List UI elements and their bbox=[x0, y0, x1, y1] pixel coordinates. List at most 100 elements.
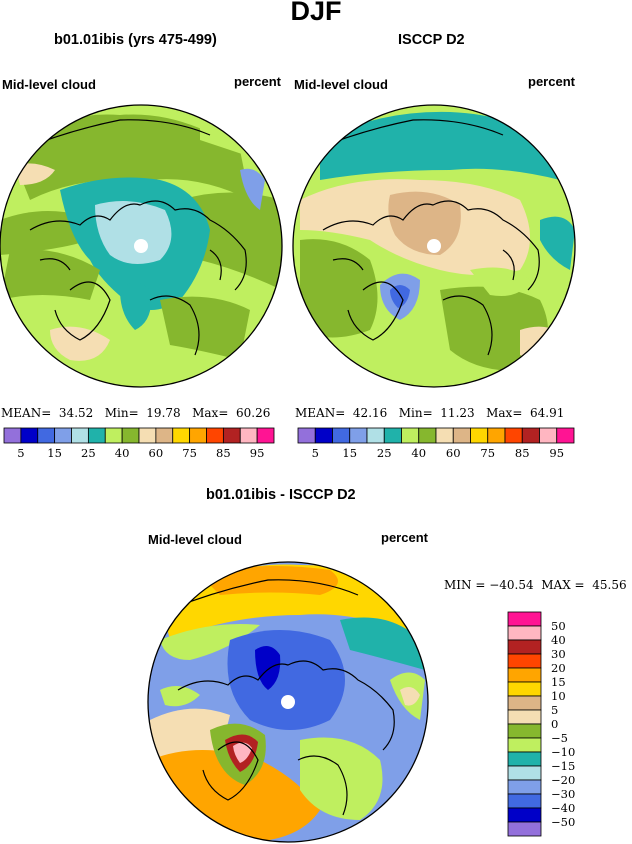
panel2-title: ISCCP D2 bbox=[398, 32, 465, 48]
panel3-colorbar-tick-label: −5 bbox=[551, 731, 568, 745]
panel1-colorbar-box-6 bbox=[104, 427, 123, 444]
panel2-min-value: 11.23 bbox=[440, 406, 475, 420]
panel1-title: b01.01ibis (yrs 475-499) bbox=[54, 32, 217, 48]
panel3-colorbar-tick-label: 0 bbox=[551, 717, 559, 731]
panel2-variable-label: Mid-level cloud bbox=[294, 77, 388, 92]
panel3-colorbar-tick-label: 15 bbox=[551, 675, 566, 689]
panel2-colorbar-box-11 bbox=[487, 427, 506, 444]
panel3-colorbar-box-9 bbox=[507, 737, 542, 753]
panel1-max-label: Max= bbox=[192, 406, 229, 420]
panel2-stats: MEAN= 42.16 Min= 11.23 Max= 64.91 bbox=[295, 406, 564, 420]
panel2-colorbar-tick-label: 15 bbox=[342, 446, 358, 460]
panel1-field bbox=[0, 105, 282, 387]
panel3-colorbar-box-12 bbox=[507, 779, 542, 795]
panel2-mean-label: MEAN= bbox=[295, 406, 346, 420]
panel3-colorbar-tick-label: 5 bbox=[551, 703, 559, 717]
panel1-units-label: percent bbox=[234, 74, 281, 89]
panel2-colorbar-ticks: 5 15 25 40 60 75 85 95 bbox=[298, 446, 574, 462]
panel1-max-value: 60.26 bbox=[236, 406, 271, 420]
panel3-colorbar-box-15 bbox=[507, 821, 542, 837]
panel3-colorbar-box-2 bbox=[507, 639, 542, 655]
panel1-colorbar-box-2 bbox=[37, 427, 56, 444]
panel2-colorbar-box-6 bbox=[401, 427, 420, 444]
panel3-colorbar-tick-label: 40 bbox=[551, 633, 566, 647]
panel1-colorbar-box-1 bbox=[20, 427, 39, 444]
panel1-colorbar-tick-label: 15 bbox=[47, 446, 62, 460]
panel2-colorbar-tick-label: 95 bbox=[549, 446, 565, 460]
panel2-colorbar bbox=[297, 427, 575, 444]
panel2-colorbar-tick-label: 60 bbox=[445, 446, 461, 460]
panel3-colorbar-tick-label: −40 bbox=[551, 801, 576, 815]
panel1-colorbar-box-3 bbox=[54, 427, 72, 444]
panel3-units-label: percent bbox=[381, 530, 428, 545]
panel3-colorbar-box-5 bbox=[507, 681, 542, 697]
panel3-boundary bbox=[147, 561, 429, 843]
panel3-colorbar-tick-label: 30 bbox=[551, 647, 566, 661]
panel3-colorbar-tick-label: −20 bbox=[551, 773, 576, 787]
panel3-colorbar-box-11 bbox=[507, 765, 542, 781]
panel1-colorbar-box-14 bbox=[239, 427, 258, 444]
panel3-colorbar-box-4 bbox=[507, 667, 542, 683]
panel2-colorbar-box-8 bbox=[435, 427, 454, 444]
panel1-colorbar-box-10 bbox=[172, 427, 191, 444]
panel3-colorbar-ticks: 50 40 30 20 15 10 5 0 −5 −10 −15 −20 −30 −40 −50 bbox=[548, 612, 608, 836]
panel3-colorbar-box-6 bbox=[507, 695, 542, 711]
panel1-stats: MEAN= 34.52 Min= 19.78 Max= 60.26 bbox=[1, 406, 270, 420]
panel2-colorbar-box-12 bbox=[504, 427, 523, 444]
panel1-colorbar-box-7 bbox=[121, 427, 140, 444]
panel1-colorbar-box-0 bbox=[3, 427, 22, 444]
panel3-colorbar-tick-label: −30 bbox=[551, 787, 576, 801]
panel2-min-label: Min= bbox=[398, 406, 433, 420]
panel1-colorbar bbox=[3, 427, 275, 444]
panel3-colorbar bbox=[507, 611, 542, 837]
panel3-colorbar-tick-label: 10 bbox=[551, 689, 566, 703]
panel3-colorbar-tick-label: −50 bbox=[551, 815, 576, 829]
panel2-colorbar-box-3 bbox=[349, 427, 368, 444]
panel3-colorbar-tick-label: −10 bbox=[551, 745, 576, 759]
panel2-boundary bbox=[292, 104, 576, 388]
panel3-colorbar-box-10 bbox=[507, 751, 542, 767]
panel1-variable-label: Mid-level cloud bbox=[2, 77, 96, 92]
panel1-colorbar-tick-label: 85 bbox=[216, 446, 231, 460]
panel3-colorbar-box-0 bbox=[507, 611, 542, 627]
panel3-colorbar-box-1 bbox=[507, 625, 542, 641]
panel3-stats: MIN = −40.54 MAX = 45.56 bbox=[444, 578, 627, 592]
panel1-colorbar-box-11 bbox=[189, 427, 207, 444]
panel2-colorbar-box-5 bbox=[383, 427, 402, 444]
panel1-colorbar-ticks: 5 15 25 40 60 75 85 95 bbox=[4, 446, 274, 462]
panel2-colorbar-tick-label: 75 bbox=[480, 446, 496, 460]
panel2-max-label: Max= bbox=[486, 406, 523, 420]
panel1-min-label: Min= bbox=[104, 406, 139, 420]
panel2-colorbar-box-14 bbox=[539, 427, 558, 444]
panel2-colorbar-box-0 bbox=[297, 427, 316, 444]
panel2-colorbar-box-15 bbox=[556, 427, 575, 444]
panel3-colorbar-tick-label: 50 bbox=[551, 619, 566, 633]
figure-title: DJF bbox=[290, 0, 342, 26]
panel3-colorbar-box-3 bbox=[507, 653, 542, 669]
panel3-colorbar-box-8 bbox=[507, 723, 542, 739]
panel1-mean-value: 34.52 bbox=[58, 406, 94, 420]
panel3-variable-label: Mid-level cloud bbox=[148, 532, 242, 547]
panel1-colorbar-tick-label: 75 bbox=[182, 446, 197, 460]
panel2-mean-value: 42.16 bbox=[352, 406, 388, 420]
panel1-colorbar-box-5 bbox=[87, 427, 106, 444]
panel1-boundary bbox=[0, 104, 283, 388]
panel1-colorbar-tick-label: 40 bbox=[114, 446, 130, 460]
panel1-colorbar-tick-label: 95 bbox=[249, 446, 265, 460]
panel1-colorbar-box-4 bbox=[71, 427, 89, 444]
panel2-colorbar-tick-label: 25 bbox=[376, 446, 392, 460]
panel2-colorbar-box-2 bbox=[332, 427, 351, 444]
panel1-min-value: 19.78 bbox=[146, 406, 181, 420]
panel2-colorbar-box-9 bbox=[452, 427, 471, 444]
panel3-colorbar-box-7 bbox=[507, 709, 542, 725]
panel1-colorbar-tick-label: 25 bbox=[81, 446, 96, 460]
panel1-mean-label: MEAN= bbox=[1, 406, 52, 420]
panel2-colorbar-box-13 bbox=[521, 427, 540, 444]
panel1-colorbar-box-9 bbox=[155, 427, 174, 444]
panel3-colorbar-tick-label: −15 bbox=[551, 759, 576, 773]
panel3-field bbox=[148, 562, 428, 842]
panel2-colorbar-box-4 bbox=[366, 427, 385, 444]
panel3-title: b01.01ibis - ISCCP D2 bbox=[206, 487, 356, 503]
panel2-max-value: 64.91 bbox=[530, 406, 565, 420]
panel1-colorbar-tick-label: 60 bbox=[148, 446, 164, 460]
